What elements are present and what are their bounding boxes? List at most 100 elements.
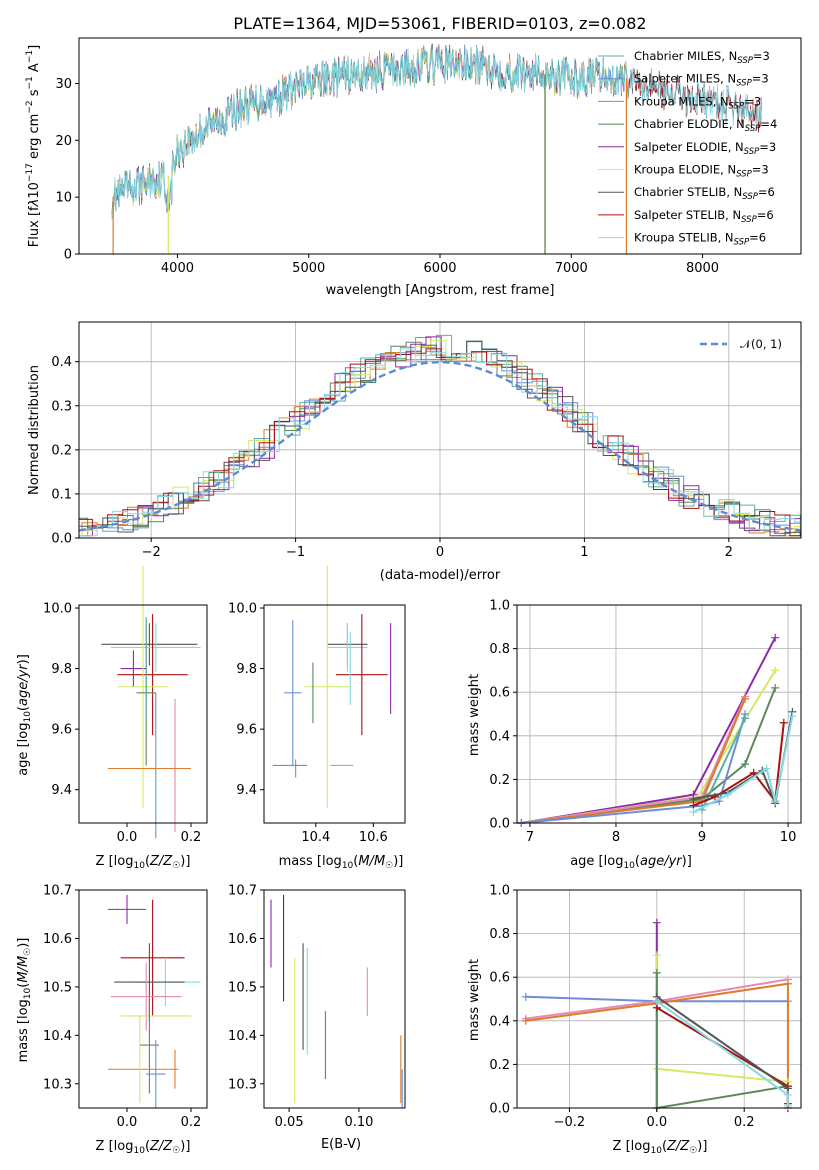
histogram-kroupa-stelib bbox=[79, 348, 801, 537]
weight-marker bbox=[723, 790, 732, 799]
weight-marker bbox=[652, 951, 661, 960]
panel-frame bbox=[516, 889, 802, 1109]
y-tick-label: 10.5 bbox=[43, 980, 72, 995]
x-tick-label: 0.0 bbox=[646, 1115, 667, 1130]
panel-frame bbox=[516, 604, 802, 824]
weight-marker bbox=[521, 1016, 530, 1025]
histogram-chabrier-stelib bbox=[79, 341, 801, 537]
weight-line-salpeter-stelib bbox=[656, 1006, 789, 1108]
y-tick-label: 9.6 bbox=[51, 723, 72, 738]
spectrum-legend: Chabrier MILES, NSSP=3 Salpeter MILES, NS… bbox=[598, 49, 777, 248]
weight-line-chabrier-miles bbox=[701, 717, 747, 811]
y-tick-label: 10.4 bbox=[43, 1029, 72, 1044]
weight-marker bbox=[689, 808, 698, 817]
residual-ylabel: Normed distribution bbox=[27, 365, 42, 495]
y-tick-label: 0.4 bbox=[489, 1014, 510, 1029]
x-tick-label: −1 bbox=[286, 545, 305, 560]
normal-curve bbox=[79, 360, 801, 532]
age-z-ylabel: age [log10(age/yr)] bbox=[16, 654, 33, 776]
weight-line-kroupa-miles bbox=[525, 982, 789, 1087]
weight-marker bbox=[741, 694, 750, 703]
weight-marker bbox=[771, 683, 780, 692]
y-tick-label: 0.8 bbox=[489, 642, 510, 657]
y-tick-label: 10.6 bbox=[43, 932, 72, 947]
y-tick-label: 0.4 bbox=[51, 355, 72, 370]
histogram-salpeter-stelib bbox=[79, 348, 801, 537]
y-tick-label: 9.4 bbox=[236, 783, 257, 798]
legend-label: Salpeter MILES, NSSP=3 bbox=[634, 72, 769, 89]
y-tick-label: 10.7 bbox=[43, 884, 72, 899]
histogram-kroupa-elodie bbox=[79, 340, 801, 537]
residual-histograms bbox=[79, 334, 801, 537]
weight-marker bbox=[689, 795, 698, 804]
x-tick-label: 0.0 bbox=[117, 830, 138, 845]
mass-ebv-xlabel: E(B-V) bbox=[321, 1137, 361, 1152]
weight-marker bbox=[652, 918, 661, 927]
weight-marker bbox=[783, 979, 792, 988]
age-z-xlabel: Z [log10(Z/Z☉)] bbox=[96, 854, 191, 871]
y-tick-label: 10 bbox=[55, 191, 72, 206]
legend-label: Salpeter STELIB, NSSP=6 bbox=[634, 208, 774, 225]
weight-line-chabrier-elodie bbox=[521, 687, 777, 824]
spectrum-ylabel: Flux [fλ10−17 erg cm−2 s−1 A−1] bbox=[25, 45, 42, 247]
weight-line-kroupa-elodie bbox=[521, 669, 777, 824]
residual-panel: −2 −1 0 1 2 0.0 0.1 0.2 0.3 0.4 (data-model)/erro… bbox=[27, 321, 802, 583]
y-tick-label: 0.1 bbox=[51, 487, 72, 502]
hist-clip bbox=[79, 334, 801, 537]
x-tick-label: 5000 bbox=[292, 261, 325, 276]
spectrum-line-kroupa-stelib bbox=[111, 45, 762, 219]
weight-z-xlabel: Z [log10(Z/Z☉)] bbox=[613, 1139, 708, 1156]
mass-z-ylabel: mass [log10(M/M☉)] bbox=[16, 938, 33, 1063]
y-tick-label: 0.2 bbox=[489, 1058, 510, 1073]
weight-marker bbox=[771, 666, 780, 675]
x-tick-label: 0.05 bbox=[275, 1115, 304, 1130]
weight-marker bbox=[783, 1090, 792, 1099]
legend-label: Chabrier ELODIE, NSSP=4 bbox=[634, 117, 777, 134]
x-tick-label: 10.4 bbox=[301, 830, 330, 845]
age-z-panel: 0.0 0.2 9.4 9.6 9.8 10.0 bbox=[43, 565, 208, 845]
weight-line-kroupa-elodie bbox=[655, 955, 789, 1108]
y-tick-label: 10.3 bbox=[228, 1077, 257, 1092]
x-tick-label: 10 bbox=[780, 830, 797, 845]
spectrum-xlabel: wavelength [Angstrom, rest frame] bbox=[326, 283, 555, 298]
x-tick-label: −2 bbox=[142, 545, 161, 560]
legend-label: Chabrier STELIB, NSSP=6 bbox=[634, 185, 775, 202]
y-tick-label: 0.6 bbox=[489, 971, 510, 986]
y-tick-label: 0.2 bbox=[51, 443, 72, 458]
weight-marker bbox=[652, 968, 661, 977]
panel-frame bbox=[263, 889, 406, 1109]
panel-frame bbox=[78, 889, 208, 1109]
x-tick-label: 8 bbox=[612, 830, 620, 845]
x-tick-label: 0.2 bbox=[734, 1115, 755, 1130]
x-tick-label: 2 bbox=[725, 545, 733, 560]
weight-z-panel: −0.2 0.0 0.2 0.0 0.2 0.4 0.6 0.8 1.0 bbox=[489, 884, 802, 1130]
age-mass-xlabel: mass [log10(M/M☉)] bbox=[279, 854, 404, 871]
weight-marker bbox=[741, 714, 750, 723]
y-tick-label: 9.8 bbox=[236, 662, 257, 677]
x-tick-label: 6000 bbox=[423, 261, 456, 276]
y-tick-label: 0.4 bbox=[489, 729, 510, 744]
x-tick-label: 1 bbox=[580, 545, 588, 560]
legend-label: Chabrier MILES, NSSP=3 bbox=[634, 49, 770, 66]
y-tick-label: 0.0 bbox=[51, 532, 72, 547]
legend-label: Kroupa STELIB, NSSP=6 bbox=[634, 231, 766, 248]
y-tick-label: 0.6 bbox=[489, 686, 510, 701]
weight-age-xlabel: age [log10(age/yr)] bbox=[570, 854, 692, 871]
weight-line-salpeter-elodie bbox=[521, 637, 777, 824]
weight-marker bbox=[741, 760, 750, 769]
weight-marker bbox=[788, 712, 797, 721]
panel-frame bbox=[263, 604, 406, 824]
spectrum-lines bbox=[111, 43, 762, 254]
mass-ebv-panel: 0.05 0.10 10.3 10.4 10.5 10.6 10.7 bbox=[228, 884, 406, 1130]
y-tick-label: 0.8 bbox=[489, 927, 510, 942]
mass-z-xlabel: Z [log10(Z/Z☉)] bbox=[96, 1139, 191, 1156]
y-tick-label: 10.6 bbox=[228, 932, 257, 947]
x-tick-label: 0.2 bbox=[181, 830, 202, 845]
x-tick-label: 0.0 bbox=[117, 1115, 138, 1130]
mass-z-panel: 0.0 0.2 10.3 10.4 10.5 10.6 10.7 bbox=[43, 884, 208, 1130]
x-tick-label: 0.10 bbox=[344, 1115, 373, 1130]
spectrum-clip bbox=[111, 43, 762, 254]
weight-marker bbox=[762, 764, 771, 773]
y-tick-label: 10.0 bbox=[43, 602, 72, 617]
